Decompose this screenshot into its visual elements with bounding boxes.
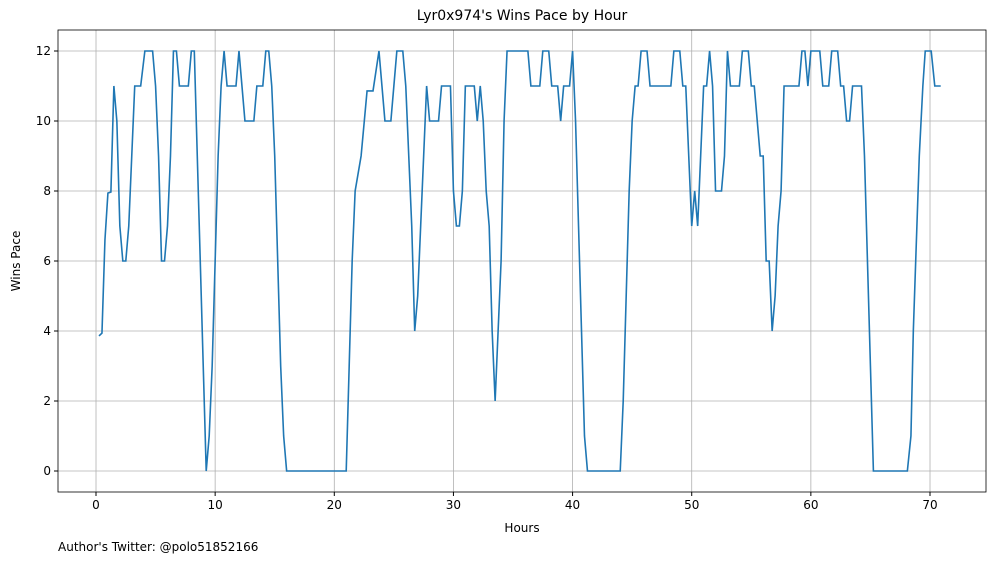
y-tick-label: 8 <box>43 184 51 198</box>
chart-title: Lyr0x974's Wins Pace by Hour <box>417 8 628 24</box>
x-tick-label: 70 <box>922 498 937 512</box>
data-line <box>98 50 941 472</box>
x-tick-label: 20 <box>327 498 342 512</box>
x-tick-label: 30 <box>446 498 461 512</box>
plot-frame <box>57 29 987 493</box>
y-tick-label: 12 <box>36 44 51 58</box>
y-tick-label: 4 <box>43 324 51 338</box>
y-tick-label: 2 <box>43 394 51 408</box>
y-axis-label: Wins Pace <box>9 231 23 292</box>
x-tick-label: 10 <box>208 498 223 512</box>
x-tick-label: 50 <box>684 498 699 512</box>
x-tick-label: 60 <box>803 498 818 512</box>
annotation: Author's Twitter: @polo51852166 <box>58 540 258 554</box>
y-tick-label: 10 <box>36 114 51 128</box>
x-tick-label: 0 <box>92 498 100 512</box>
x-axis-label: Hours <box>504 521 539 535</box>
x-tick-label: 40 <box>565 498 580 512</box>
y-tick-label: 0 <box>43 464 51 478</box>
y-tick-label: 6 <box>43 254 51 268</box>
